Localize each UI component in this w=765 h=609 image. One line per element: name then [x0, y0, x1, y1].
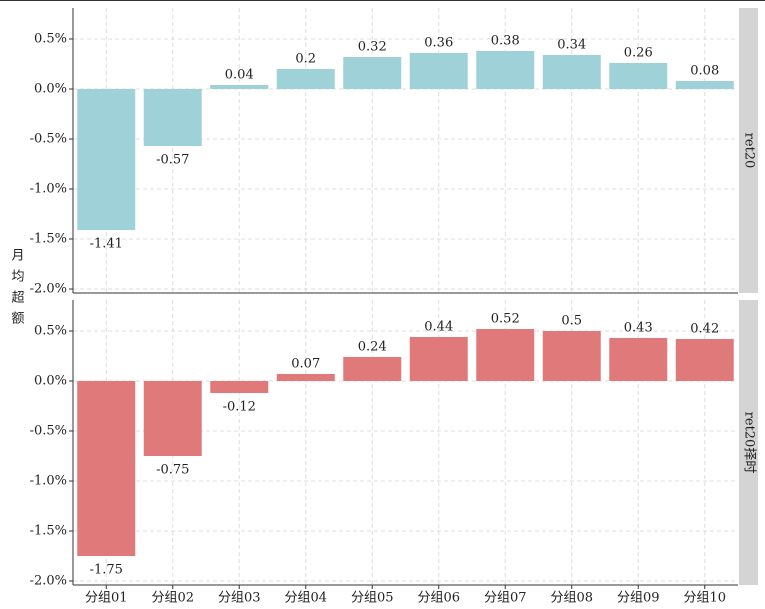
bar — [276, 69, 335, 89]
bar — [143, 89, 202, 146]
y-tick-label: -2.0% — [30, 574, 67, 589]
data-label: -0.12 — [223, 400, 256, 415]
y-tick-label: 0.0% — [34, 374, 67, 389]
x-tick-label: 分组03 — [218, 591, 261, 606]
y-tick-label: -1.0% — [30, 182, 67, 197]
bar — [276, 374, 335, 381]
y-tick-label: -2.0% — [30, 282, 67, 297]
bar — [675, 81, 734, 89]
x-tick-label: 分组02 — [151, 591, 194, 606]
data-label: 0.38 — [491, 34, 520, 49]
data-label: 0.34 — [557, 38, 586, 53]
bar — [476, 329, 535, 381]
bar — [77, 89, 136, 230]
bar — [675, 339, 734, 381]
bar — [343, 357, 402, 381]
bar — [542, 55, 601, 89]
x-tick-label: 分组04 — [284, 591, 327, 606]
data-label: -0.75 — [156, 463, 189, 478]
data-label: 0.04 — [225, 68, 254, 83]
y-tick-label: -1.5% — [30, 232, 67, 247]
facet-label: ret20择时 — [742, 412, 757, 474]
data-label: 0.43 — [624, 321, 653, 336]
data-label: 0.2 — [295, 52, 316, 67]
y-tick-label: 0.0% — [34, 82, 67, 97]
data-label: 0.36 — [424, 36, 453, 51]
data-label: -1.41 — [90, 237, 123, 252]
bar — [409, 53, 468, 89]
y-axis-label: 月均超额 — [9, 248, 25, 332]
y-tick-label: -0.5% — [30, 132, 67, 147]
data-label: 0.24 — [358, 340, 387, 355]
x-tick-label: 分组08 — [550, 591, 593, 606]
facet-strip — [739, 8, 758, 293]
bar — [609, 338, 668, 381]
x-tick-label: 分组06 — [417, 591, 460, 606]
data-label: 0.26 — [624, 46, 653, 61]
x-tick-label: 分组01 — [85, 591, 128, 606]
data-label: -0.57 — [156, 153, 189, 168]
bar — [542, 331, 601, 381]
x-tick-label: 分组05 — [351, 591, 394, 606]
bar — [210, 381, 269, 393]
bar — [143, 381, 202, 456]
x-tick-label: 分组09 — [617, 591, 660, 606]
bar — [343, 57, 402, 89]
x-tick-label: 分组10 — [683, 591, 726, 606]
bar — [609, 63, 668, 89]
bar — [77, 381, 136, 556]
bar — [476, 51, 535, 89]
facet-strip — [739, 300, 758, 585]
data-label: 0.52 — [491, 312, 520, 327]
data-label: 0.08 — [690, 64, 719, 79]
facet-label: ret20 — [742, 133, 757, 169]
bar — [409, 337, 468, 381]
y-tick-label: -1.0% — [30, 474, 67, 489]
data-label: -1.75 — [90, 563, 123, 578]
data-label: 0.07 — [291, 357, 320, 372]
y-tick-label: -0.5% — [30, 424, 67, 439]
bar — [210, 85, 269, 89]
y-tick-label: 0.5% — [34, 324, 67, 339]
data-label: 0.44 — [424, 320, 453, 335]
y-tick-label: -1.5% — [30, 524, 67, 539]
data-label: 0.32 — [358, 40, 387, 55]
x-tick-label: 分组07 — [484, 591, 527, 606]
data-label: 0.5 — [561, 314, 582, 329]
data-label: 0.42 — [690, 322, 719, 337]
y-tick-label: 0.5% — [34, 32, 67, 47]
